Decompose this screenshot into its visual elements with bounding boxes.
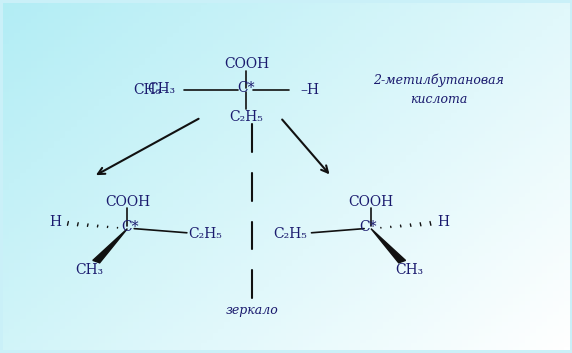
Text: C₂H₅: C₂H₅: [229, 110, 263, 124]
Text: –H: –H: [300, 83, 319, 97]
Text: CH₃–: CH₃–: [133, 83, 168, 97]
Text: COOH: COOH: [224, 56, 269, 71]
Polygon shape: [371, 229, 406, 263]
Text: H: H: [438, 215, 450, 229]
Polygon shape: [93, 229, 128, 263]
Text: CH₃: CH₃: [148, 82, 176, 96]
Text: C*: C*: [359, 220, 377, 234]
Text: H: H: [49, 215, 61, 229]
Text: C₂H₅: C₂H₅: [189, 227, 223, 241]
Text: 2-метилбутановая
кислота: 2-метилбутановая кислота: [374, 73, 505, 106]
Text: CH₃: CH₃: [75, 263, 103, 277]
Text: зеркало: зеркало: [225, 304, 279, 317]
Text: C*: C*: [121, 220, 139, 234]
Text: C*: C*: [237, 81, 255, 95]
Text: COOH: COOH: [105, 195, 150, 209]
Text: COOH: COOH: [348, 195, 394, 209]
Text: CH₃: CH₃: [395, 263, 423, 277]
Text: C₂H₅: C₂H₅: [273, 227, 307, 241]
